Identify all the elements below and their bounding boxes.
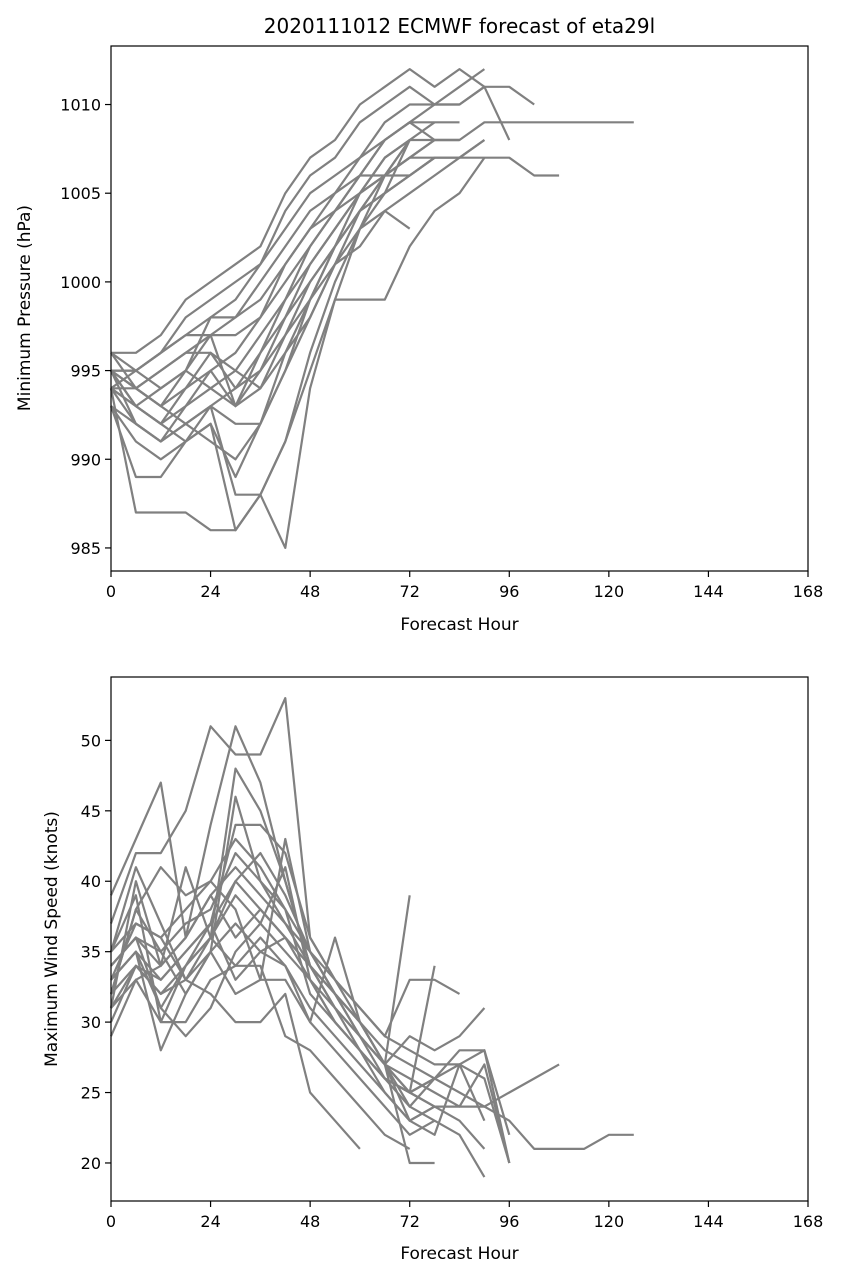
pressure-member-line-1 <box>111 67 535 354</box>
wind-y-tick-label: 35 <box>81 943 101 962</box>
pressure-x-tick-label: 72 <box>400 582 420 601</box>
pressure-panel: 0 24 48 72 96 120 144 168 985 990 995 1000 1005 1010… <box>15 45 823 635</box>
wind-member-line-20 <box>109 866 511 1164</box>
pressure-x-axis-label: Forecast Hour <box>400 615 518 635</box>
wind-y-tick-label: 25 <box>81 1084 101 1103</box>
pressure-y-tick-label: 1000 <box>60 273 101 292</box>
wind-member-line-17 <box>109 922 361 1150</box>
pressure-y-tick-label: 995 <box>70 362 101 381</box>
wind-x-tick-label: 144 <box>693 1212 724 1231</box>
wind-x-ticks: 0 24 48 72 96 120 144 168 <box>106 1201 823 1231</box>
pressure-x-tick-label: 0 <box>106 582 116 601</box>
pressure-y-tick-label: 1005 <box>60 184 101 203</box>
pressure-x-tick-label: 120 <box>594 582 625 601</box>
pressure-x-tick-label: 168 <box>793 582 824 601</box>
pressure-x-tick-label: 144 <box>693 582 724 601</box>
wind-y-tick-label: 45 <box>81 802 101 821</box>
wind-x-tick-label: 24 <box>200 1212 220 1231</box>
pressure-x-tick-label: 48 <box>300 582 320 601</box>
chart-title: 2020111012 ECMWF forecast of eta29l <box>264 14 655 38</box>
wind-x-tick-label: 48 <box>300 1212 320 1231</box>
wind-x-tick-label: 72 <box>400 1212 420 1231</box>
wind-x-tick-label: 120 <box>594 1212 625 1231</box>
wind-x-tick-label: 0 <box>106 1212 116 1231</box>
wind-member-line-16 <box>109 964 411 1150</box>
pressure-member-line-8 <box>110 138 460 443</box>
wind-member-line-14 <box>109 894 435 1165</box>
pressure-axes-frame <box>110 45 809 572</box>
pressure-member-line-18 <box>110 156 436 408</box>
wind-y-axis-label: Maximum Wind Speed (knots) <box>42 811 62 1067</box>
wind-member-line-13 <box>110 922 436 1122</box>
wind-member-line-10 <box>109 767 436 1094</box>
pressure-y-ticks: 985 990 995 1000 1005 1010 <box>60 96 111 558</box>
pressure-member-line-14 <box>110 157 486 496</box>
wind-y-tick-label: 40 <box>81 872 101 891</box>
pressure-y-tick-label: 990 <box>70 450 101 469</box>
pressure-member-line-13 <box>109 139 411 550</box>
pressure-y-tick-label: 985 <box>70 539 101 558</box>
wind-x-tick-label: 168 <box>793 1212 824 1231</box>
wind-y-tick-label: 50 <box>81 731 101 750</box>
pressure-member-line-16 <box>110 138 460 408</box>
pressure-member-line-20 <box>110 156 436 443</box>
wind-y-tick-label: 20 <box>81 1154 101 1173</box>
wind-x-axis-label: Forecast Hour <box>400 1244 518 1264</box>
wind-y-tick-label: 30 <box>81 1013 101 1032</box>
wind-member-line-19 <box>109 837 486 1066</box>
wind-member-line-18 <box>110 866 486 1122</box>
wind-axes-frame <box>110 676 809 1202</box>
wind-y-ticks: 20 25 30 35 40 45 50 <box>81 731 111 1173</box>
pressure-y-tick-label: 1010 <box>60 96 101 115</box>
pressure-x-tick-label: 96 <box>499 582 519 601</box>
wind-panel: 0 24 48 72 96 120 144 168 20 25 30 35 40 45 50 Foreca… <box>42 676 823 1264</box>
wind-x-tick-label: 96 <box>499 1212 519 1231</box>
wind-member-line-15 <box>110 950 436 1136</box>
pressure-x-ticks: 0 24 48 72 96 120 144 168 <box>106 571 823 601</box>
wind-series-lines <box>109 696 634 1178</box>
pressure-member-line-7 <box>110 121 460 425</box>
pressure-x-tick-label: 24 <box>200 582 220 601</box>
pressure-y-axis-label: Minimum Pressure (hPa) <box>15 205 35 411</box>
pressure-member-line-17 <box>110 139 436 408</box>
pressure-member-line-11 <box>110 121 436 443</box>
pressure-member-line-3 <box>111 121 634 372</box>
pressure-series-lines <box>109 67 634 550</box>
